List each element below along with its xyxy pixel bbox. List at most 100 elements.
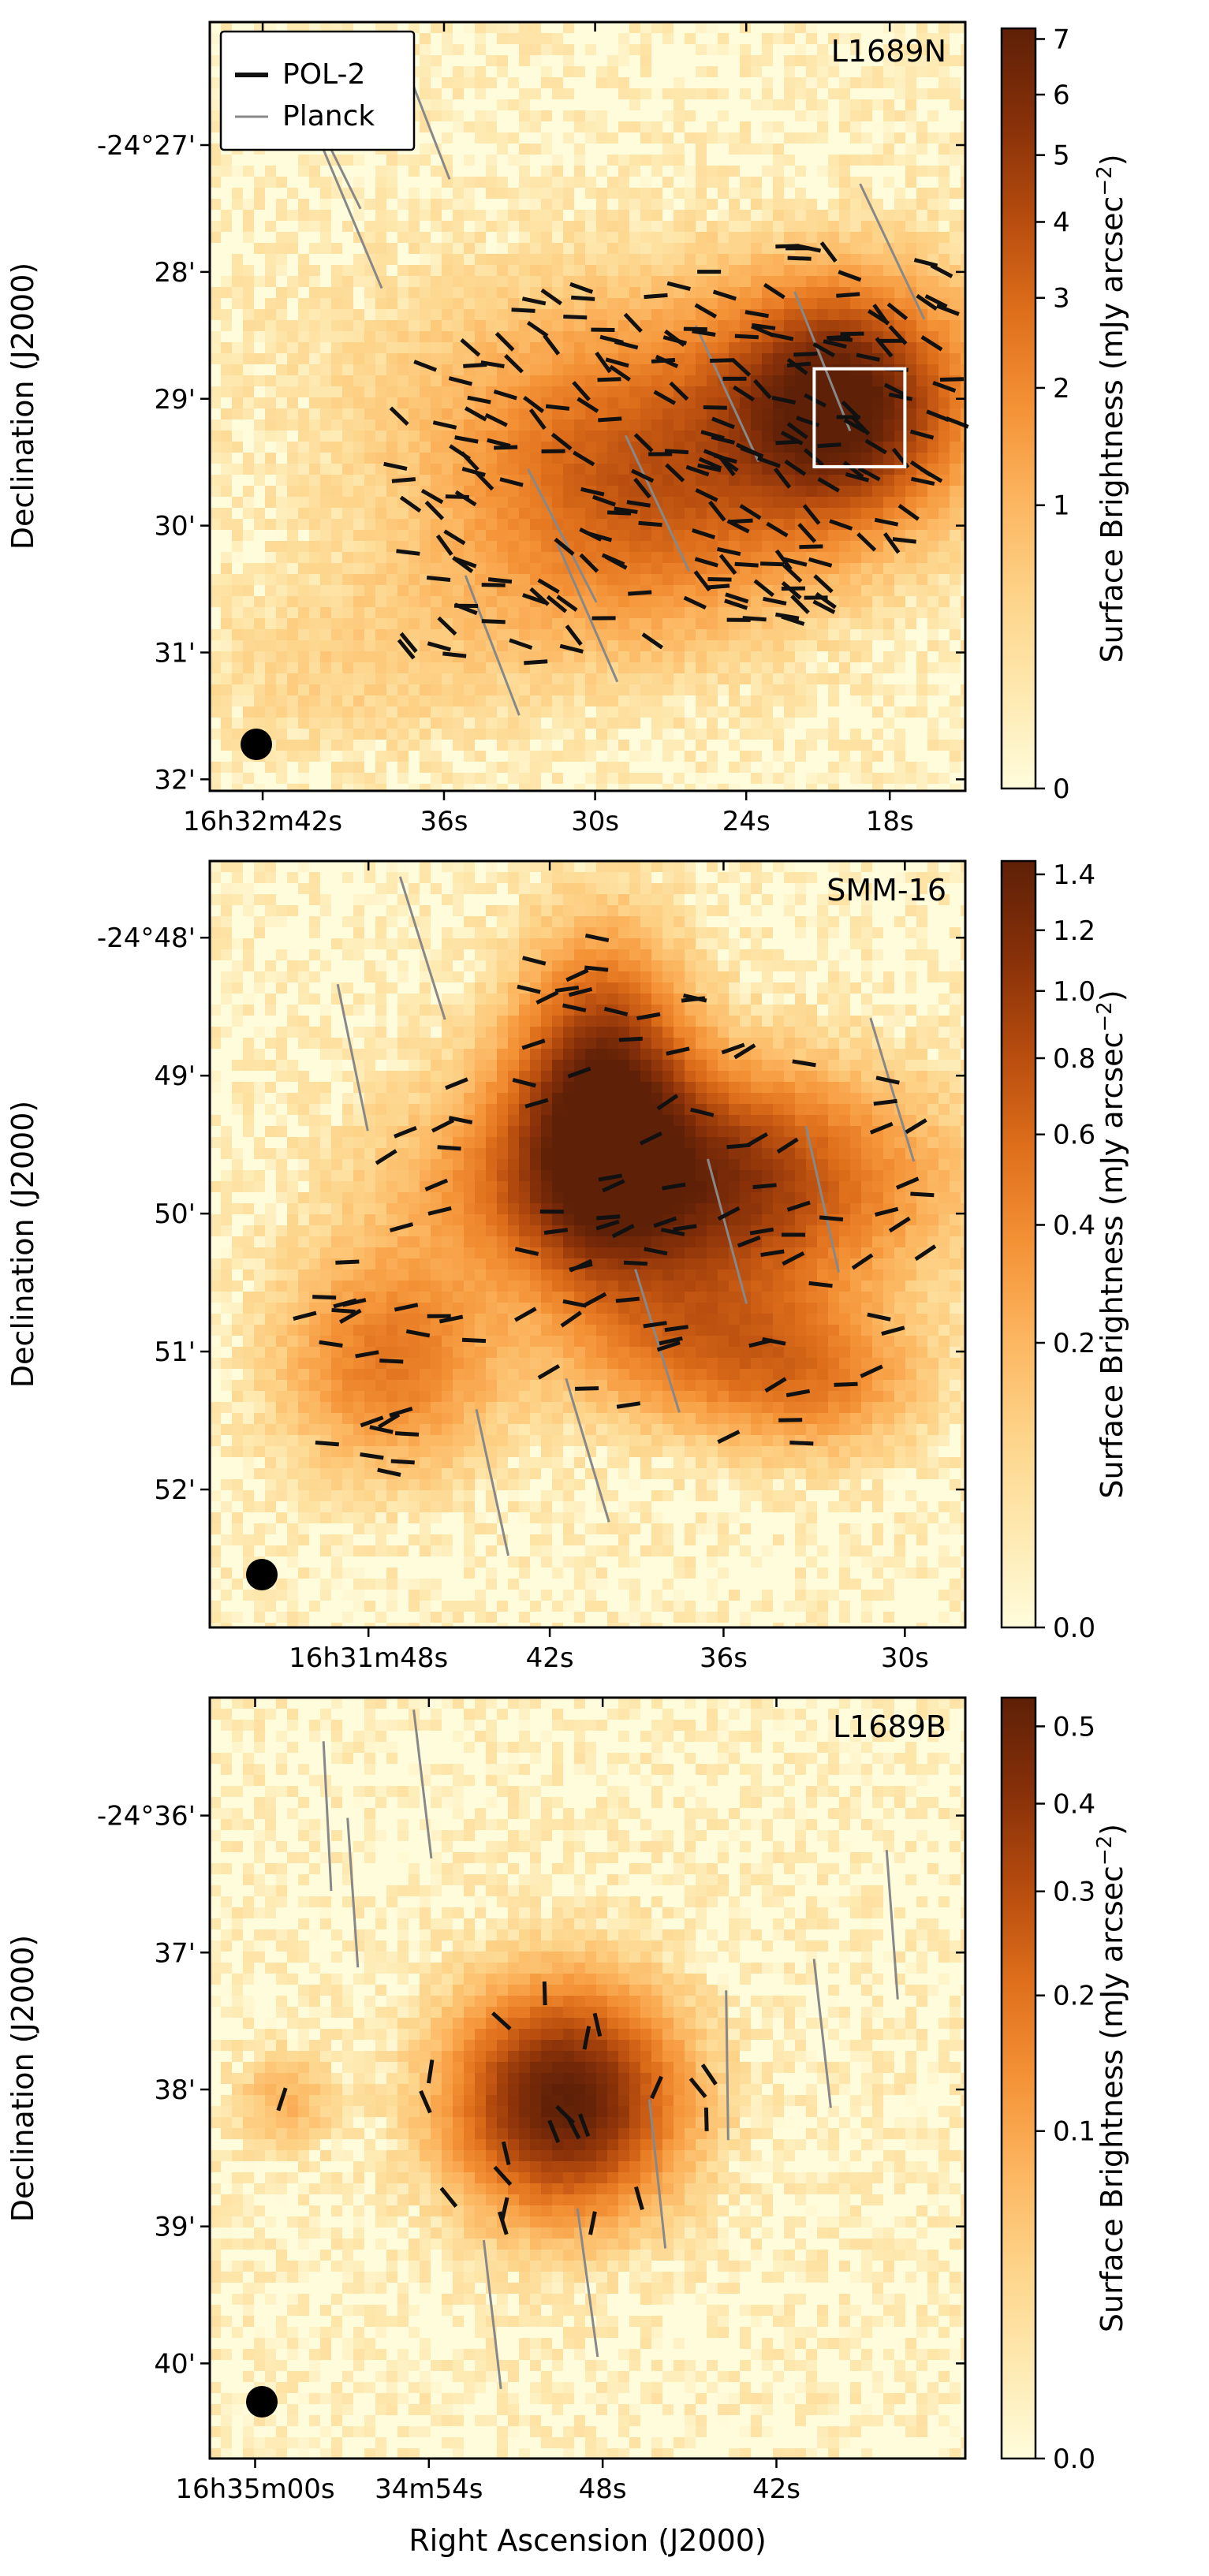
heatmap-cell	[420, 762, 431, 774]
heatmap-cell	[651, 166, 663, 177]
heatmap-cell	[618, 254, 630, 266]
heatmap-cell	[475, 265, 487, 277]
heatmap-cell	[707, 640, 718, 652]
heatmap-cell	[883, 552, 895, 564]
heatmap-cell	[894, 132, 906, 144]
heatmap-cell	[541, 640, 553, 652]
heatmap-cell	[486, 121, 498, 133]
heatmap-cell	[563, 486, 575, 498]
heatmap-cell	[618, 110, 630, 122]
heatmap-cell	[276, 199, 288, 211]
heatmap-cell	[265, 298, 277, 310]
heatmap-cell	[364, 508, 376, 520]
heatmap-cell	[916, 342, 928, 354]
heatmap-cell	[718, 607, 730, 619]
heatmap-cell	[397, 353, 409, 365]
heatmap-cell	[210, 331, 222, 343]
heatmap-cell	[685, 519, 696, 531]
heatmap-cell	[685, 166, 696, 177]
heatmap-cell	[861, 110, 873, 122]
heatmap-cell	[905, 199, 917, 211]
heatmap-cell	[409, 232, 420, 244]
heatmap-cell	[331, 729, 343, 740]
pol2-vector	[734, 334, 759, 340]
heatmap-cell	[806, 475, 818, 486]
heatmap-cell	[442, 353, 453, 365]
heatmap-cell	[640, 773, 652, 785]
heatmap-cell	[916, 751, 928, 762]
heatmap-cell	[265, 276, 277, 288]
heatmap-cell	[541, 519, 553, 531]
heatmap-cell	[950, 442, 961, 453]
heatmap-cell	[232, 729, 244, 740]
heatmap-cell	[607, 486, 619, 498]
heatmap-cell	[486, 729, 498, 740]
heatmap-cell	[563, 729, 575, 740]
heatmap-cell	[232, 773, 244, 785]
heatmap-cell	[938, 221, 950, 233]
heatmap-cell	[320, 475, 332, 486]
heatmap-cell	[894, 718, 906, 729]
heatmap-cell	[243, 519, 255, 531]
heatmap-cell	[552, 497, 564, 509]
heatmap-cell	[861, 607, 873, 619]
heatmap-cell	[740, 132, 752, 144]
heatmap-cell	[232, 331, 244, 343]
heatmap-cell	[530, 740, 542, 751]
heatmap-cell	[806, 55, 818, 67]
heatmap-cell	[574, 66, 586, 78]
heatmap-cell	[662, 574, 674, 586]
heatmap-cell	[221, 419, 233, 431]
heatmap-cell	[574, 77, 586, 89]
heatmap-cell	[795, 751, 807, 762]
heatmap-cell	[762, 408, 774, 420]
heatmap-cell	[905, 166, 917, 177]
heatmap-cell	[309, 342, 321, 354]
heatmap-cell	[894, 773, 906, 785]
heatmap-cell	[541, 453, 553, 464]
heatmap-cell	[420, 375, 431, 387]
heatmap-cell	[276, 519, 288, 531]
heatmap-cell	[574, 188, 586, 199]
heatmap-cell	[707, 88, 718, 100]
heatmap-cell	[651, 210, 663, 222]
heatmap-cell	[375, 397, 387, 409]
heatmap-cell	[751, 298, 763, 310]
heatmap-cell	[938, 287, 950, 299]
heatmap-cell	[364, 618, 376, 630]
heatmap-cell	[773, 729, 785, 740]
heatmap-cell	[618, 706, 630, 718]
heatmap-cell	[585, 188, 597, 199]
heatmap-cell	[751, 541, 763, 553]
heatmap-cell	[508, 298, 520, 310]
heatmap-cell	[674, 431, 685, 442]
heatmap-cell	[530, 519, 542, 531]
heatmap-cell	[916, 519, 928, 531]
heatmap-cell	[210, 574, 222, 586]
heatmap-cell	[784, 199, 796, 211]
heatmap-cell	[243, 640, 255, 652]
heatmap-cell	[287, 453, 299, 464]
heatmap-cell	[265, 695, 277, 707]
heatmap-cell	[442, 585, 453, 597]
heatmap-cell	[861, 33, 873, 45]
heatmap-cell	[607, 55, 619, 67]
heatmap-cell	[640, 265, 652, 277]
heatmap-cell	[442, 88, 453, 100]
heatmap-cell	[861, 66, 873, 78]
heatmap-cell	[685, 773, 696, 785]
heatmap-cell	[309, 596, 321, 608]
heatmap-cell	[464, 442, 476, 453]
heatmap-cell	[651, 530, 663, 542]
heatmap-cell	[497, 121, 509, 133]
heatmap-cell	[574, 695, 586, 707]
heatmap-cell	[905, 442, 917, 453]
heatmap-cell	[276, 530, 288, 542]
heatmap-cell	[320, 265, 332, 277]
heatmap-cell	[618, 740, 630, 751]
heatmap-cell	[938, 199, 950, 211]
heatmap-cell	[961, 353, 966, 365]
heatmap-cell	[883, 751, 895, 762]
heatmap-cell	[950, 684, 961, 696]
heatmap-cell	[265, 342, 277, 354]
